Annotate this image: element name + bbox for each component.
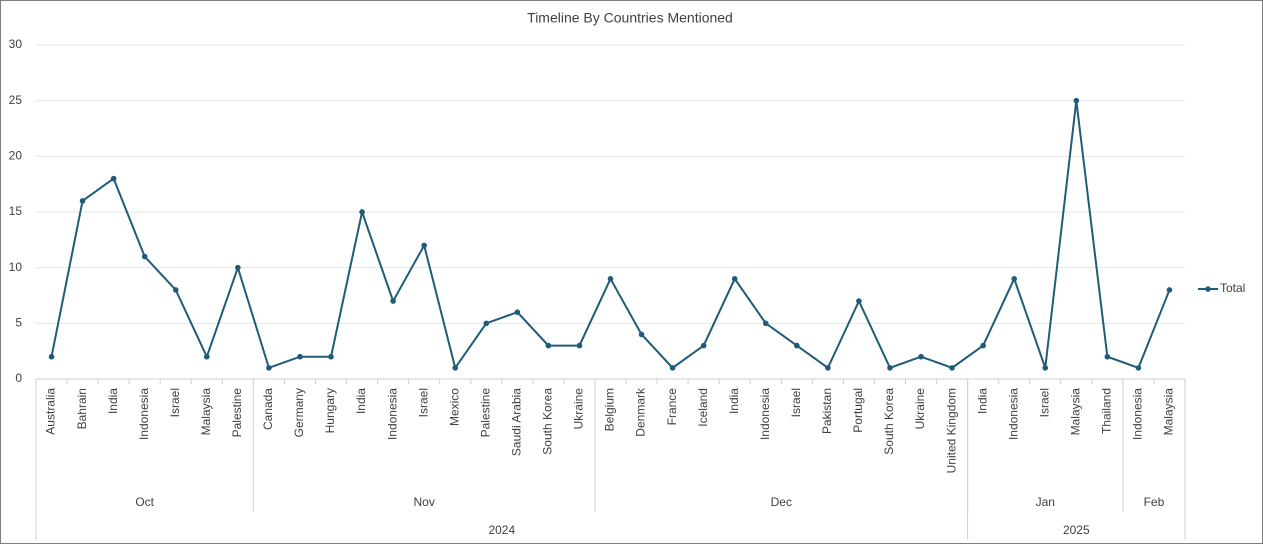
data-point xyxy=(1104,353,1111,360)
data-point xyxy=(390,298,396,304)
year-label: 2024 xyxy=(488,523,515,537)
x-tick-label: Indonesia xyxy=(385,388,399,440)
data-point xyxy=(918,353,924,360)
x-tick-label: Palestine xyxy=(230,388,244,438)
data-point xyxy=(141,253,148,260)
y-tick-label: 20 xyxy=(9,149,23,163)
data-point xyxy=(235,264,241,271)
x-tick-label: Ukraine xyxy=(572,388,586,430)
x-tick-label: Australia xyxy=(44,388,58,435)
x-tick-label: South Korea xyxy=(541,388,555,455)
x-tick-label: Saudi Arabia xyxy=(510,388,524,456)
x-tick-label: South Korea xyxy=(882,388,896,455)
data-point xyxy=(266,365,272,371)
data-point xyxy=(483,320,490,327)
data-point xyxy=(1011,276,1018,282)
x-tick-label: Israel xyxy=(416,388,430,417)
x-tick-label: Hungary xyxy=(323,388,337,433)
x-tick-label: Malaysia xyxy=(1162,388,1176,436)
x-tick-label: Indonesia xyxy=(137,388,151,440)
data-point xyxy=(297,353,303,360)
x-tick-label: France xyxy=(665,388,679,426)
x-tick-label: Canada xyxy=(261,388,275,430)
data-point xyxy=(110,175,117,182)
y-tick-label: 25 xyxy=(9,93,23,107)
month-label: Nov xyxy=(414,495,435,509)
month-label: Jan xyxy=(1036,495,1055,509)
data-point xyxy=(607,276,614,282)
x-tick-label: Palestine xyxy=(478,388,492,438)
x-tick-label: India xyxy=(106,388,120,414)
x-tick-label: Israel xyxy=(168,388,182,417)
y-tick-label: 15 xyxy=(9,204,23,218)
x-tick-label: India xyxy=(354,388,368,414)
data-point xyxy=(421,242,427,249)
data-point xyxy=(514,309,521,316)
legend-label: Total xyxy=(1220,281,1245,295)
month-label: Dec xyxy=(771,495,792,509)
data-point xyxy=(949,365,955,371)
data-point xyxy=(203,353,210,360)
legend-marker xyxy=(1205,286,1211,292)
data-point xyxy=(1073,97,1080,104)
data-point xyxy=(79,198,86,204)
x-tick-label: Bahrain xyxy=(75,388,89,429)
x-tick-label: Ukraine xyxy=(913,388,927,430)
data-point xyxy=(452,365,459,371)
data-point xyxy=(825,365,831,371)
data-point xyxy=(1042,365,1049,371)
x-tick-label: Iceland xyxy=(696,388,710,427)
x-tick-label: Denmark xyxy=(634,387,648,437)
data-point xyxy=(1166,287,1173,293)
x-tick-label: Israel xyxy=(1037,388,1051,417)
data-point xyxy=(545,342,552,349)
x-tick-label: Belgium xyxy=(603,388,617,431)
data-point xyxy=(731,276,738,282)
month-label: Oct xyxy=(135,495,154,509)
month-label: Feb xyxy=(1144,495,1165,509)
data-point xyxy=(887,365,893,371)
data-point xyxy=(856,298,862,304)
x-tick-label: United Kingdom xyxy=(944,388,958,473)
x-tick-label: Malaysia xyxy=(199,388,213,436)
data-point xyxy=(172,287,179,293)
data-point xyxy=(328,353,334,360)
y-tick-label: 0 xyxy=(15,371,22,385)
x-tick-label: Indonesia xyxy=(1131,388,1145,440)
data-point xyxy=(669,365,676,371)
x-tick-label: Israel xyxy=(789,388,803,417)
data-point xyxy=(980,342,986,349)
x-tick-label: India xyxy=(975,388,989,414)
data-point xyxy=(700,342,707,349)
data-point xyxy=(48,353,55,360)
x-tick-label: Mexico xyxy=(447,388,461,426)
year-label: 2025 xyxy=(1063,523,1090,537)
x-tick-label: Germany xyxy=(292,388,306,437)
data-point xyxy=(794,342,800,349)
x-tick-label: India xyxy=(727,388,741,414)
y-tick-label: 5 xyxy=(15,316,22,330)
data-point xyxy=(762,320,769,327)
x-tick-label: Indonesia xyxy=(758,388,772,440)
x-tick-label: Portugal xyxy=(851,388,865,433)
y-tick-label: 30 xyxy=(9,37,23,51)
data-point xyxy=(359,209,365,215)
x-tick-label: Pakistan xyxy=(820,388,834,434)
y-tick-label: 10 xyxy=(9,260,23,274)
x-tick-label: Indonesia xyxy=(1006,388,1020,440)
chart-title: Timeline By Countries Mentioned xyxy=(527,10,733,26)
data-point xyxy=(638,331,645,338)
x-tick-label: Thailand xyxy=(1100,388,1114,434)
data-point xyxy=(576,342,583,349)
x-tick-label: Malaysia xyxy=(1068,388,1082,436)
data-point xyxy=(1135,365,1142,371)
